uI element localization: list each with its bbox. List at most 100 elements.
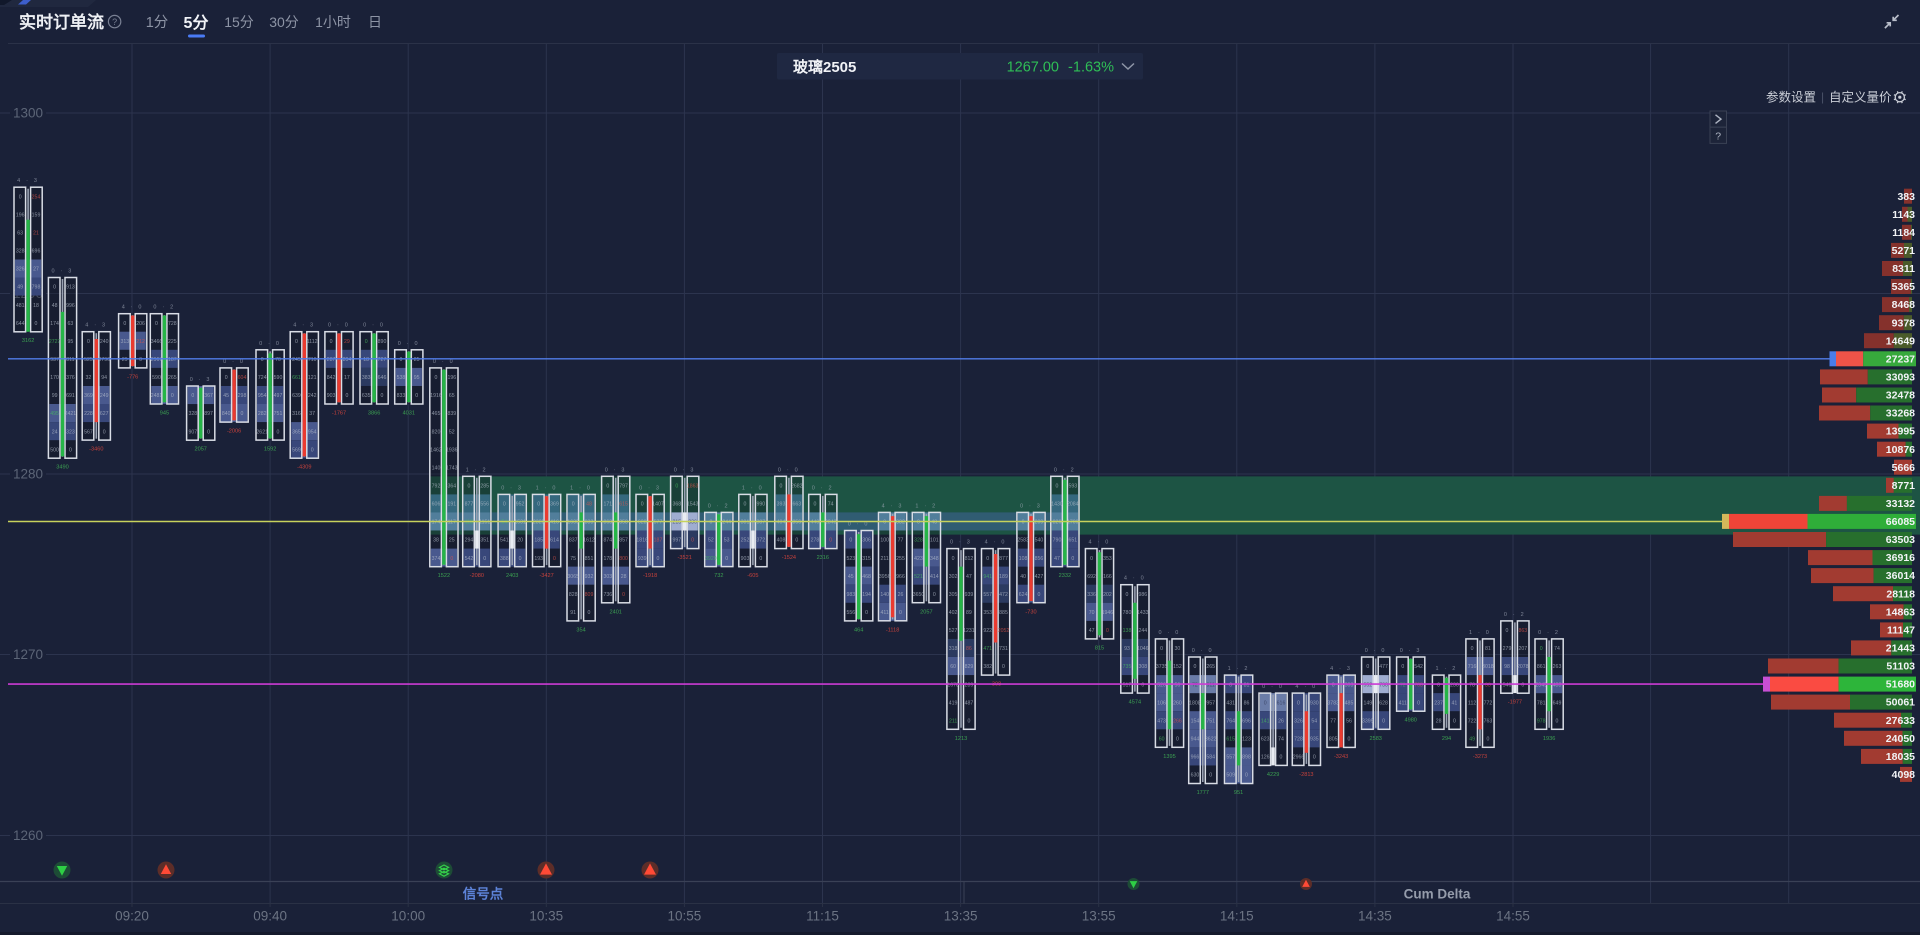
svg-text:903: 903 bbox=[741, 556, 750, 562]
svg-text:691: 691 bbox=[66, 393, 75, 399]
svg-text:18: 18 bbox=[33, 303, 39, 309]
svg-text:727: 727 bbox=[378, 357, 387, 363]
svg-text:170: 170 bbox=[50, 375, 59, 381]
svg-text:-1767: -1767 bbox=[332, 411, 346, 417]
svg-text:0: 0 bbox=[1521, 682, 1524, 688]
svg-text:0 · 3: 0 · 3 bbox=[501, 485, 523, 491]
svg-text:13:55: 13:55 bbox=[1082, 909, 1116, 924]
svg-text:32478: 32478 bbox=[1886, 390, 1915, 402]
svg-text:833: 833 bbox=[397, 393, 406, 399]
svg-text:0 · 0: 0 · 0 bbox=[1365, 648, 1387, 654]
svg-text:0 · 0: 0 · 0 bbox=[433, 359, 455, 365]
svg-text:?: ? bbox=[1715, 131, 1721, 143]
svg-text:0: 0 bbox=[139, 357, 142, 363]
svg-text:0: 0 bbox=[1471, 646, 1474, 652]
svg-text:5666: 5666 bbox=[1892, 462, 1916, 474]
svg-text:70: 70 bbox=[275, 357, 281, 363]
svg-text:1 · 0: 1 · 0 bbox=[570, 485, 592, 491]
svg-text:874: 874 bbox=[603, 538, 612, 544]
svg-text:38: 38 bbox=[433, 538, 439, 544]
svg-text:2078: 2078 bbox=[1517, 664, 1529, 670]
svg-text:372: 372 bbox=[756, 538, 765, 544]
svg-text:1936: 1936 bbox=[446, 447, 458, 453]
svg-text:0: 0 bbox=[865, 610, 868, 616]
svg-text:252: 252 bbox=[741, 538, 750, 544]
svg-text:13:35: 13:35 bbox=[944, 909, 978, 924]
svg-text:10876: 10876 bbox=[1886, 444, 1915, 456]
svg-text:70: 70 bbox=[1089, 610, 1095, 616]
svg-text:191: 191 bbox=[447, 502, 456, 508]
svg-text:523: 523 bbox=[846, 556, 855, 562]
svg-text:66085: 66085 bbox=[1886, 516, 1915, 528]
svg-text:792: 792 bbox=[432, 484, 441, 490]
svg-text:0: 0 bbox=[435, 375, 438, 381]
svg-text:367: 367 bbox=[204, 393, 213, 399]
svg-text:287: 287 bbox=[327, 357, 336, 363]
svg-text:0: 0 bbox=[553, 556, 556, 562]
svg-text:481: 481 bbox=[16, 303, 25, 309]
svg-text:0: 0 bbox=[399, 357, 402, 363]
svg-text:464: 464 bbox=[854, 627, 863, 633]
svg-text:423: 423 bbox=[914, 556, 923, 562]
svg-text:315: 315 bbox=[862, 556, 871, 562]
svg-text:798: 798 bbox=[32, 285, 41, 291]
svg-text:-776: -776 bbox=[127, 374, 138, 380]
svg-text:52: 52 bbox=[449, 429, 455, 435]
svg-text:240: 240 bbox=[100, 339, 109, 345]
svg-text:1231: 1231 bbox=[963, 628, 975, 634]
svg-text:639: 639 bbox=[292, 393, 301, 399]
svg-text:174: 174 bbox=[432, 520, 441, 526]
svg-text:2084: 2084 bbox=[1067, 502, 1079, 508]
svg-text:842: 842 bbox=[327, 375, 336, 381]
svg-text:0: 0 bbox=[572, 502, 575, 508]
svg-text:0: 0 bbox=[1176, 737, 1179, 743]
svg-text:1046: 1046 bbox=[1137, 646, 1149, 652]
svg-text:978: 978 bbox=[1537, 718, 1546, 724]
svg-text:91: 91 bbox=[570, 610, 576, 616]
svg-text:185: 185 bbox=[534, 538, 543, 544]
svg-text:278: 278 bbox=[811, 538, 820, 544]
svg-text:328: 328 bbox=[16, 249, 25, 255]
svg-text:584: 584 bbox=[1206, 755, 1215, 761]
svg-text:249: 249 bbox=[100, 393, 109, 399]
svg-text:0: 0 bbox=[191, 393, 194, 399]
svg-text:526: 526 bbox=[1157, 682, 1166, 688]
svg-text:368: 368 bbox=[672, 502, 681, 508]
svg-text:692: 692 bbox=[1087, 574, 1096, 580]
svg-text:983: 983 bbox=[846, 592, 855, 598]
svg-text:0: 0 bbox=[1348, 737, 1351, 743]
svg-text:53: 53 bbox=[724, 538, 730, 544]
svg-text:60: 60 bbox=[1159, 737, 1165, 743]
svg-text:431: 431 bbox=[1226, 700, 1235, 706]
svg-text:863: 863 bbox=[1518, 628, 1527, 634]
svg-text:0 · 2: 0 · 2 bbox=[153, 305, 175, 311]
svg-text:485: 485 bbox=[1345, 700, 1354, 706]
svg-text:10:35: 10:35 bbox=[529, 909, 563, 924]
svg-text:5271: 5271 bbox=[1892, 245, 1916, 257]
svg-text:242: 242 bbox=[308, 393, 317, 399]
svg-text:308: 308 bbox=[1138, 664, 1147, 670]
svg-text:09:40: 09:40 bbox=[253, 909, 287, 924]
svg-text:1151: 1151 bbox=[479, 520, 490, 526]
svg-text:4 · 3: 4 · 3 bbox=[1330, 666, 1352, 672]
svg-text:1635: 1635 bbox=[567, 520, 579, 526]
svg-text:Cum Delta: Cum Delta bbox=[1404, 887, 1471, 902]
svg-text:21443: 21443 bbox=[1886, 643, 1915, 655]
svg-text:187: 187 bbox=[654, 538, 663, 544]
svg-text:140: 140 bbox=[432, 465, 441, 471]
svg-text:0: 0 bbox=[657, 556, 660, 562]
svg-text:627: 627 bbox=[100, 411, 109, 417]
svg-text:0: 0 bbox=[537, 502, 540, 508]
svg-text:33093: 33093 bbox=[1886, 372, 1915, 384]
svg-text:4 · 3: 4 · 3 bbox=[293, 323, 315, 329]
svg-text:28: 28 bbox=[1436, 718, 1442, 724]
svg-text:0: 0 bbox=[207, 429, 210, 435]
svg-text:2057: 2057 bbox=[920, 609, 932, 615]
svg-text:306: 306 bbox=[862, 538, 871, 544]
svg-text:966: 966 bbox=[1191, 755, 1200, 761]
svg-text:100: 100 bbox=[880, 538, 889, 544]
svg-text:0: 0 bbox=[519, 556, 522, 562]
svg-text:0: 0 bbox=[641, 502, 644, 508]
svg-text:616: 616 bbox=[1277, 700, 1286, 706]
svg-text:326: 326 bbox=[1294, 718, 1303, 724]
